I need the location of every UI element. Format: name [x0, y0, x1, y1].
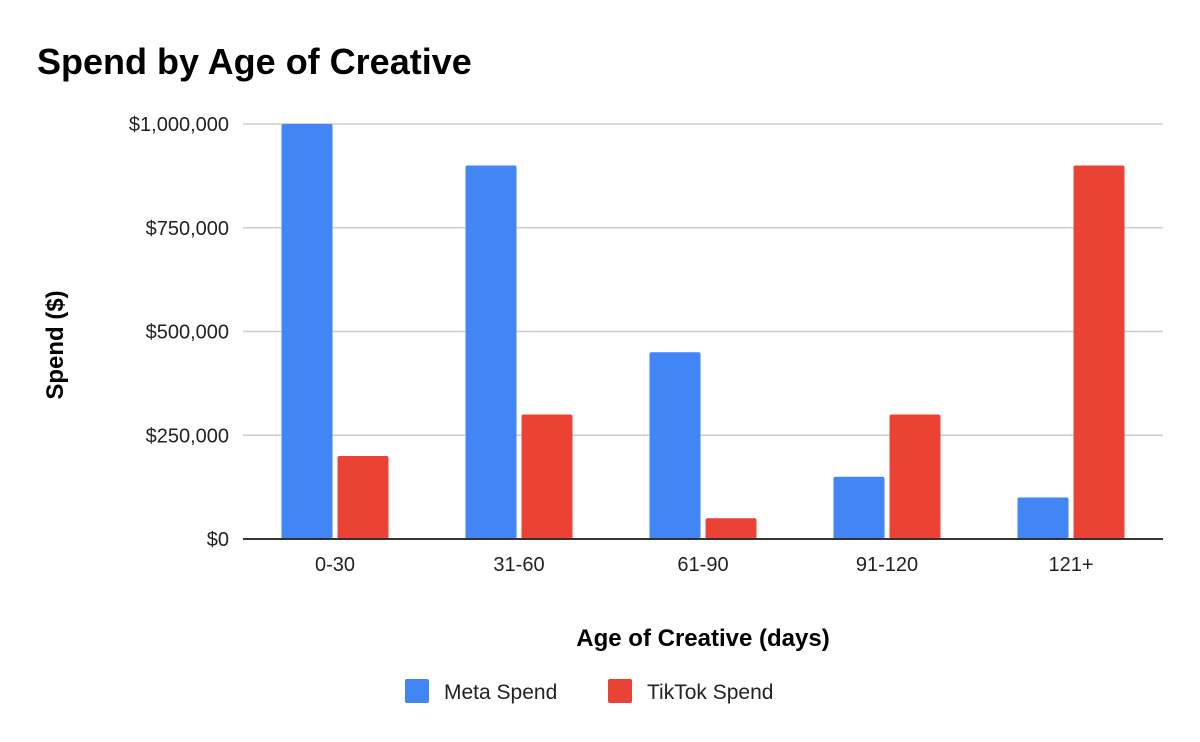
legend-swatch — [405, 679, 429, 703]
y-axis-title: Spend ($) — [42, 290, 69, 399]
legend-label: TikTok Spend — [647, 681, 773, 704]
bar — [337, 456, 389, 539]
bar — [649, 352, 701, 539]
bar — [833, 476, 885, 539]
y-tick-label: $750,000 — [146, 218, 229, 240]
bar — [705, 518, 757, 539]
bar — [281, 124, 333, 539]
legend: Meta Spend TikTok Spend — [405, 679, 773, 704]
x-tick-label: 0-30 — [315, 554, 355, 576]
x-tick-label: 91-120 — [856, 554, 918, 576]
y-tick-label: $0 — [207, 529, 229, 551]
y-tick-label: $250,000 — [146, 425, 229, 447]
bar — [465, 165, 517, 539]
x-tick-label: 61-90 — [677, 554, 728, 576]
bar — [889, 414, 941, 539]
legend-swatch — [608, 679, 632, 703]
chart-title: Spend by Age of Creative — [37, 41, 472, 82]
x-tick-label: 121+ — [1048, 554, 1093, 576]
bars — [281, 124, 1125, 539]
bar — [521, 414, 573, 539]
y-tick-labels: $0 $250,000 $500,000 $750,000 $1,000,000 — [129, 114, 229, 551]
gridlines — [243, 123, 1163, 436]
y-tick-label: $1,000,000 — [129, 114, 229, 136]
legend-label: Meta Spend — [444, 681, 557, 704]
x-axis-title: Age of Creative (days) — [576, 625, 829, 652]
x-tick-labels: 0-30 31-60 61-90 91-120 121+ — [315, 554, 1094, 576]
bar — [1073, 165, 1125, 539]
x-tick-label: 31-60 — [493, 554, 544, 576]
bar — [1017, 497, 1069, 539]
y-tick-label: $500,000 — [146, 322, 229, 344]
